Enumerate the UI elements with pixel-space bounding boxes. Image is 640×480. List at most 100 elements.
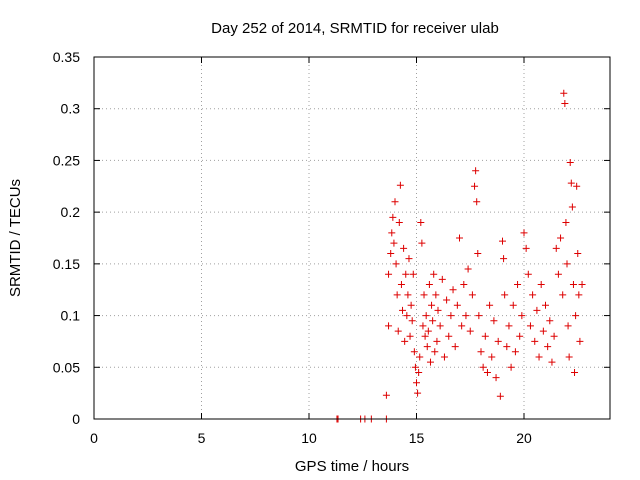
data-point (526, 322, 534, 330)
data-point (424, 327, 432, 335)
data-point (546, 317, 554, 325)
data-point (389, 213, 397, 221)
data-point (419, 322, 427, 330)
data-point (563, 260, 571, 268)
data-point (410, 348, 418, 356)
data-point (436, 322, 444, 330)
data-point (397, 281, 405, 289)
data-point (394, 327, 402, 335)
grid (94, 57, 610, 419)
data-point (537, 281, 545, 289)
data-point (477, 348, 485, 356)
data-point (426, 358, 434, 366)
y-tick-label: 0.25 (53, 152, 80, 168)
data-point (566, 158, 574, 166)
data-point (396, 181, 404, 189)
data-point (421, 332, 429, 340)
data-point (453, 301, 461, 309)
data-point (507, 363, 515, 371)
data-point (572, 312, 580, 320)
data-point (518, 312, 526, 320)
chart-title: Day 252 of 2014, SRMTID for receiver ula… (211, 20, 499, 37)
data-point (509, 301, 517, 309)
data-point (554, 270, 562, 278)
y-tick-label: 0 (72, 411, 80, 427)
data-point (567, 179, 575, 187)
data-point (399, 306, 407, 314)
data-point (529, 291, 537, 299)
data-point (438, 275, 446, 283)
data-point (560, 89, 568, 97)
data-point (415, 368, 423, 376)
data-point (468, 291, 476, 299)
data-point (391, 198, 399, 206)
data-point (571, 368, 579, 376)
data-point (505, 322, 513, 330)
data-point (440, 353, 448, 361)
data-point (400, 244, 408, 252)
data-point (486, 301, 494, 309)
data-points (333, 89, 586, 423)
data-point (548, 358, 556, 366)
data-point (414, 389, 422, 397)
data-point (531, 337, 539, 345)
data-point (385, 270, 393, 278)
data-point (574, 250, 582, 258)
data-point (420, 291, 428, 299)
data-point (557, 234, 565, 242)
data-point (488, 353, 496, 361)
data-point (562, 218, 570, 226)
data-point (464, 265, 472, 273)
x-tick-label: 15 (409, 430, 425, 446)
data-point (430, 270, 438, 278)
data-point (535, 353, 543, 361)
data-point (511, 348, 519, 356)
data-point (422, 312, 430, 320)
data-point (404, 291, 412, 299)
data-point (411, 363, 419, 371)
data-point (418, 239, 426, 247)
data-point (499, 237, 506, 245)
data-point (451, 343, 459, 351)
data-point (561, 100, 569, 108)
data-point (447, 312, 455, 320)
data-point (417, 218, 425, 226)
data-point (402, 270, 410, 278)
data-point (564, 322, 572, 330)
data-point (413, 379, 420, 387)
data-point (395, 218, 403, 226)
data-point (539, 327, 547, 335)
data-point (544, 343, 552, 351)
y-tick-label: 0.05 (53, 359, 80, 375)
data-point (385, 322, 393, 330)
data-point (449, 286, 457, 294)
data-point (433, 337, 441, 345)
data-point (409, 270, 417, 278)
data-point (475, 312, 483, 320)
data-point (500, 255, 508, 263)
data-point (431, 348, 439, 356)
data-point (569, 281, 577, 289)
data-point (416, 353, 424, 361)
data-point (575, 291, 583, 299)
data-point (392, 260, 400, 268)
data-point (490, 317, 498, 325)
data-point (382, 391, 390, 399)
data-point (428, 301, 436, 309)
data-point (445, 332, 453, 340)
data-point (443, 296, 451, 304)
data-point (522, 244, 530, 252)
data-point (471, 182, 479, 190)
data-point (423, 343, 431, 351)
data-point (514, 281, 522, 289)
data-point (483, 368, 491, 376)
data-point (503, 343, 511, 351)
data-point (474, 250, 482, 258)
data-point (516, 332, 524, 340)
data-point (434, 306, 442, 314)
data-point (406, 332, 414, 340)
data-point (460, 281, 468, 289)
data-point (496, 392, 504, 400)
data-point (552, 244, 560, 252)
